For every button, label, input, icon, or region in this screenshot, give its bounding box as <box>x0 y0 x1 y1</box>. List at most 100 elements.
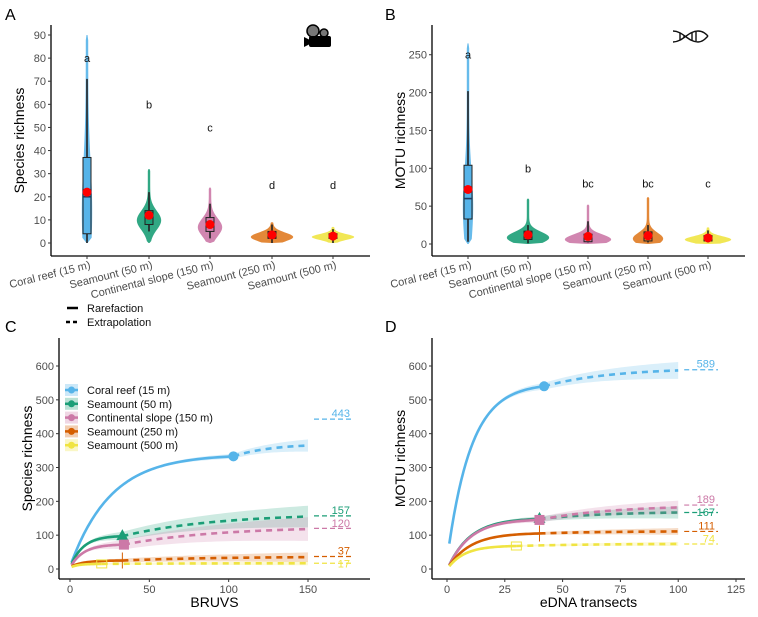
mean-point <box>205 220 215 230</box>
mean-point <box>643 231 653 241</box>
rarefaction-line <box>448 385 545 544</box>
y-axis-title: Species richness <box>11 88 27 194</box>
y-tick-label: 250 <box>409 50 427 62</box>
legend-key-marker <box>68 441 75 449</box>
y-tick-label: 500 <box>409 395 427 407</box>
extrapolation-line <box>543 369 679 388</box>
observed-point <box>96 559 108 569</box>
x-tick-label: 0 <box>67 584 73 596</box>
extrapolation-line <box>122 555 309 562</box>
panel-label-a: A <box>5 7 16 24</box>
x-tick-label: 125 <box>727 584 745 596</box>
asymptote-label: 189 <box>697 494 715 506</box>
y-tick-label: 0 <box>40 238 46 250</box>
observed-point <box>510 541 522 551</box>
observed-point <box>228 451 239 462</box>
x-tick-label: 100 <box>219 584 237 596</box>
mean-point <box>328 231 338 241</box>
extrapolation-line <box>539 506 679 522</box>
video-camera-icon <box>304 24 331 47</box>
significance-letter: a <box>84 53 91 65</box>
y-tick-label: 100 <box>409 530 427 542</box>
dna-icon <box>672 30 709 43</box>
legend-series-label: Coral reef (15 m) <box>87 385 170 397</box>
extrapolation-line <box>539 530 679 535</box>
y-tick-label: 30 <box>34 169 46 181</box>
y-tick-label: 80 <box>34 53 46 65</box>
y-tick-label: 60 <box>34 99 46 111</box>
panel-label-c: C <box>5 319 17 336</box>
panel-d-accumulation-chart: 0 100 200 300 400 500 600 0 25 50 75 100 125 eDNA tra… <box>392 338 745 610</box>
confidence-band <box>449 541 679 567</box>
legend-key-marker <box>68 414 75 422</box>
rarefaction-line <box>448 544 517 568</box>
observed-point <box>534 514 545 525</box>
confidence-band <box>449 500 679 565</box>
y-tick-label: 10 <box>34 215 46 227</box>
extrapolation-line <box>122 515 309 538</box>
significance-letter: d <box>330 180 336 192</box>
panel-label-d: D <box>385 319 397 336</box>
extrapolation-line <box>516 542 679 548</box>
legend-series-label: Continental slope (150 m) <box>87 413 213 425</box>
x-axis-title: BRUVS <box>190 594 238 610</box>
y-axis-title: MOTU richness <box>392 92 408 189</box>
legend-key-marker <box>68 400 75 408</box>
confidence-band <box>71 517 308 565</box>
x-tick-label: 75 <box>614 584 626 596</box>
violin <box>632 197 664 244</box>
asymptote-label: 157 <box>332 505 350 517</box>
asymptote-label: 167 <box>697 507 715 519</box>
extrapolation-line <box>101 561 309 566</box>
confidence-band <box>71 505 308 564</box>
y-tick-label: 600 <box>409 361 427 373</box>
x-tick-label: 50 <box>556 584 568 596</box>
legend-key-marker <box>68 386 75 394</box>
extrapolation-line <box>123 527 309 546</box>
legend-extrapolation-label: Extrapolation <box>87 317 151 329</box>
y-tick-label: 40 <box>34 146 46 158</box>
asymptote-label: 443 <box>332 408 350 420</box>
mean-point <box>703 233 713 243</box>
observed-point <box>118 539 129 550</box>
rarefaction-line <box>70 543 124 566</box>
observed-point <box>539 381 550 392</box>
panel-label-b: B <box>385 7 396 24</box>
observed-point <box>116 552 129 569</box>
rarefaction-line <box>448 518 540 566</box>
y-tick-label: 400 <box>409 429 427 441</box>
mean-point <box>267 230 277 240</box>
confidence-band <box>71 439 308 563</box>
observed-point <box>116 529 129 541</box>
rarefaction-line <box>448 532 540 567</box>
legend-series-label: Seamount (500 m) <box>87 440 178 452</box>
x-tick-label: 25 <box>499 584 511 596</box>
y-tick-label: 400 <box>36 429 54 441</box>
mean-point <box>583 231 593 241</box>
significance-letter: c <box>207 122 213 134</box>
asymptote-label: 37 <box>338 545 350 557</box>
mean-point <box>523 230 533 240</box>
significance-letter: bc <box>642 178 654 190</box>
mean-point <box>463 184 473 194</box>
y-tick-label: 300 <box>36 463 54 475</box>
legend-key-marker <box>68 427 75 435</box>
y-tick-label: 0 <box>421 564 427 576</box>
significance-letter: d <box>269 180 275 192</box>
asymptote-label: 120 <box>332 518 350 530</box>
asymptote-label: 74 <box>703 533 715 545</box>
x-tick-label: 0 <box>444 584 450 596</box>
y-tick-label: 200 <box>409 496 427 508</box>
mean-point <box>144 210 154 220</box>
y-tick-label: 500 <box>36 395 54 407</box>
legend-series-label: Seamount (50 m) <box>87 399 172 411</box>
legend-series-label: Seamount (250 m) <box>87 426 178 438</box>
extrapolation-line <box>233 444 309 458</box>
legend-rarefaction-label: Rarefaction <box>87 303 143 315</box>
asymptote-label: 17 <box>338 558 350 570</box>
y-tick-label: 50 <box>34 122 46 134</box>
y-tick-label: 0 <box>421 239 427 251</box>
